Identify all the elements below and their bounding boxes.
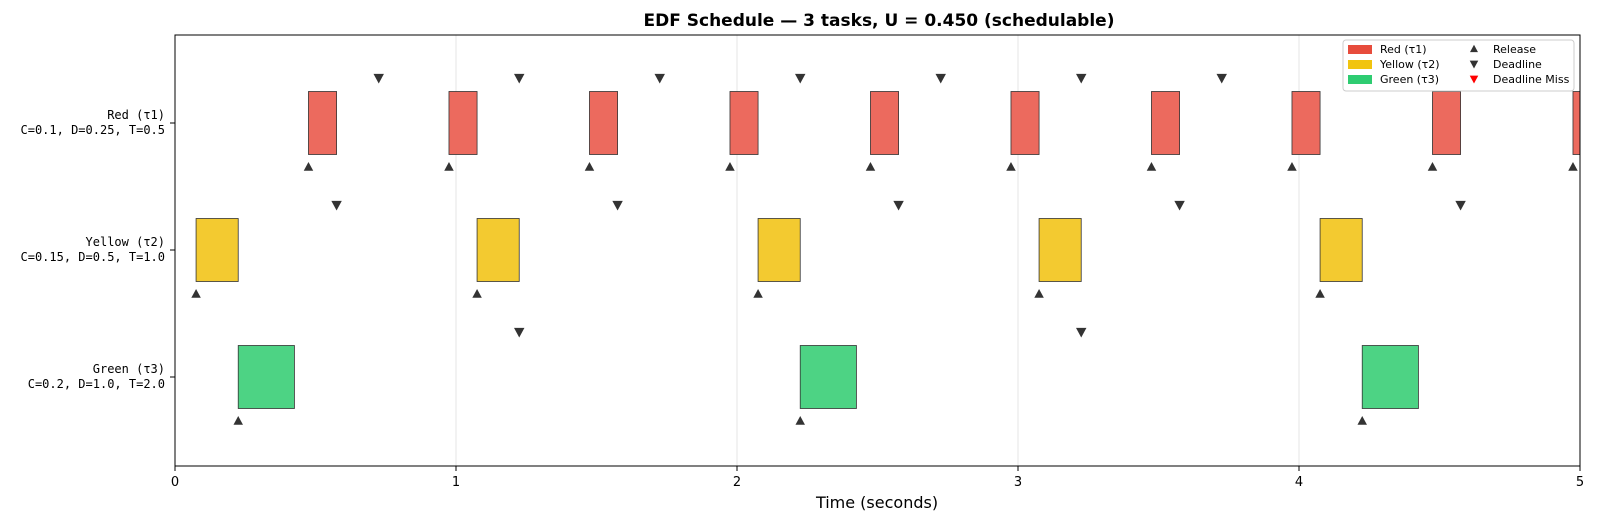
release-marker	[1568, 162, 1578, 171]
legend-label: Green (τ3)	[1380, 73, 1439, 86]
y-tick-label-params: C=0.1, D=0.25, T=0.5	[21, 123, 166, 137]
legend-swatch	[1348, 75, 1372, 84]
execution-bar	[1151, 91, 1180, 155]
deadline-marker	[612, 200, 623, 211]
y-tick-label-name: Green (τ3)	[93, 362, 165, 376]
release-marker	[725, 162, 735, 171]
execution-bar	[1291, 91, 1321, 155]
event-markers	[191, 73, 1578, 425]
deadline-marker	[935, 73, 946, 84]
release-marker	[1006, 162, 1016, 171]
y-tick-label-name: Red (τ1)	[107, 108, 165, 122]
legend-box	[1342, 39, 1575, 92]
execution-bar	[729, 91, 759, 155]
deadline-marker	[514, 73, 525, 84]
legend-deadline-miss-icon	[1469, 75, 1479, 84]
execution-bar	[308, 91, 337, 155]
x-axis: 0 1 2 3 4 5	[171, 466, 1584, 490]
y-tick-label-params: C=0.2, D=1.0, T=2.0	[28, 377, 165, 391]
execution-bar	[757, 218, 801, 282]
x-tick-label: 2	[733, 475, 741, 490]
x-tick-label: 5	[1576, 475, 1584, 490]
execution-bar	[1361, 345, 1419, 409]
deadline-marker	[373, 73, 384, 84]
deadline-marker	[893, 200, 904, 211]
execution-bar	[1038, 218, 1082, 282]
legend-deadline-label: Deadline	[1493, 58, 1542, 71]
x-tick-label: 1	[452, 475, 460, 490]
deadline-marker	[331, 200, 342, 211]
legend-release-icon	[1470, 44, 1478, 53]
release-marker	[472, 289, 482, 298]
release-marker	[1427, 162, 1438, 171]
execution-bar	[448, 91, 478, 155]
legend-label: Red (τ1)	[1380, 43, 1427, 56]
deadline-marker	[1455, 200, 1466, 211]
deadline-marker	[795, 73, 806, 84]
x-tick-label: 0	[171, 475, 179, 490]
execution-bar	[1010, 91, 1040, 155]
release-marker	[584, 162, 595, 171]
deadline-marker	[1216, 73, 1227, 84]
legend-release-label: Release	[1493, 43, 1536, 56]
execution-bar	[870, 91, 899, 155]
execution-bar	[589, 91, 618, 155]
execution-bar	[195, 218, 239, 282]
deadline-marker	[514, 327, 525, 338]
x-tick-label: 3	[1014, 475, 1022, 490]
legend-swatch	[1348, 45, 1372, 54]
execution-bar	[1572, 91, 1581, 155]
deadline-marker	[1174, 200, 1185, 211]
legend-swatch	[1348, 60, 1372, 69]
release-marker	[233, 416, 243, 425]
execution-bar	[237, 345, 295, 409]
legend: Red (τ1) Yellow (τ2) Green (τ3) Release Dead…	[1342, 39, 1575, 92]
legend-label: Yellow (τ2)	[1379, 58, 1440, 71]
release-marker	[444, 162, 454, 171]
x-tick-label: 4	[1295, 475, 1303, 490]
legend-deadline-miss-label: Deadline Miss	[1493, 73, 1570, 86]
chart-title: EDF Schedule — 3 tasks, U = 0.450 (sched…	[644, 11, 1115, 31]
y-tick-label-name: Yellow (τ2)	[86, 235, 165, 249]
release-marker	[303, 162, 314, 171]
execution-bar	[1432, 91, 1461, 155]
release-marker	[1357, 416, 1367, 425]
execution-bar	[1319, 218, 1363, 282]
deadline-marker	[1076, 327, 1087, 338]
execution-bars	[195, 91, 1581, 409]
release-marker	[1146, 162, 1157, 171]
release-marker	[1287, 162, 1297, 171]
y-tick-label-params: C=0.15, D=0.5, T=1.0	[21, 250, 166, 264]
release-marker	[795, 416, 805, 425]
release-marker	[1034, 289, 1044, 298]
deadline-marker	[654, 73, 665, 84]
execution-bar	[799, 345, 857, 409]
deadline-marker	[1076, 73, 1087, 84]
release-marker	[1315, 289, 1325, 298]
x-axis-label: Time (seconds)	[815, 493, 938, 512]
release-marker	[753, 289, 763, 298]
release-marker	[191, 289, 201, 298]
release-marker	[865, 162, 876, 171]
execution-bar	[476, 218, 520, 282]
legend-deadline-icon	[1469, 60, 1479, 69]
